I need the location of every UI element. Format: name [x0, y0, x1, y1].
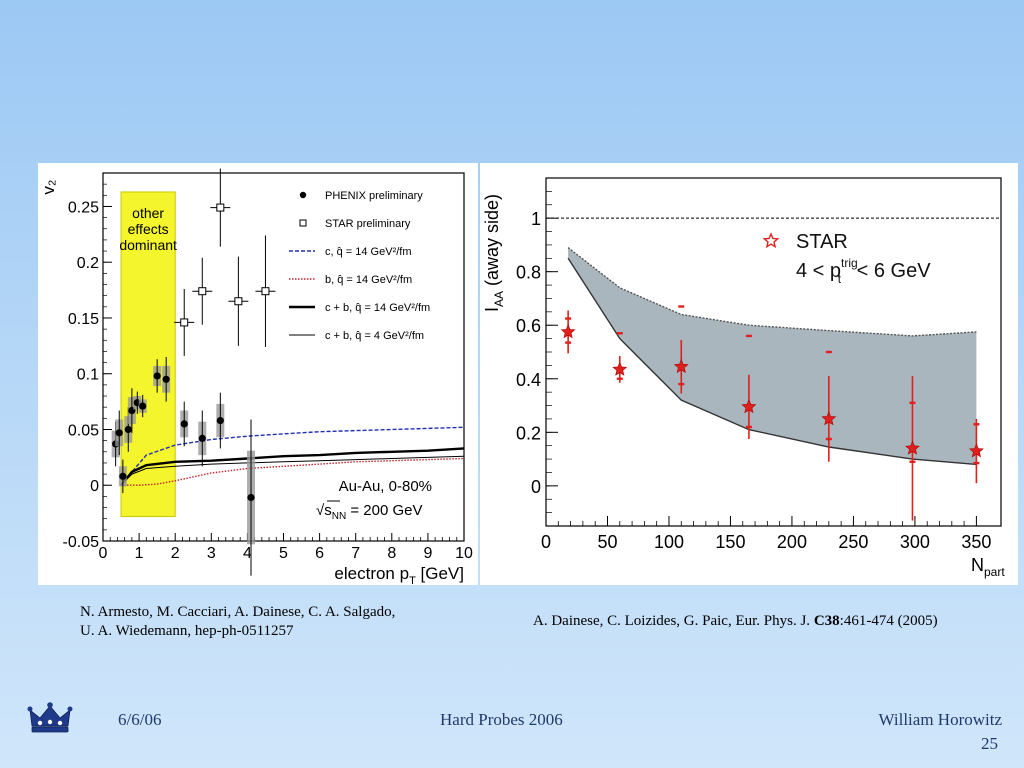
iaa-chart-panel: 0 50 100 150 200 250 300 350 0 0.2 0.4 0.6 0.8 1 IAA (… [480, 163, 1018, 585]
highlight-band-label: effects [128, 221, 169, 237]
y-axis-label: v₂ [39, 179, 58, 194]
theory-curve [121, 457, 465, 486]
star-data-point [673, 358, 689, 374]
phenix-preliminary-point [247, 493, 255, 502]
y-axis-label: IAA (away side) [482, 194, 506, 312]
iaa-chart: 0 50 100 150 200 250 300 350 0 0.2 0.4 0.6 0.8 1 IAA (… [482, 177, 1005, 579]
y-tick-label: 0.1 [77, 367, 99, 384]
x-tick-label: 4 [243, 545, 252, 562]
y-tick-label: 0.2 [516, 423, 541, 443]
crown-icon [27, 702, 73, 733]
star-preliminary-point [180, 318, 189, 327]
star-data-point [741, 399, 757, 414]
x-tick-label: 1 [135, 545, 144, 562]
x-tick-label: 6 [315, 545, 324, 562]
phenix-preliminary-point [162, 375, 170, 383]
x-axis-label: electron pT [GeV] [334, 564, 464, 585]
star-data-point [968, 443, 984, 458]
x-axis-label: Npart [971, 555, 1005, 579]
x-tick-label: 2 [171, 545, 180, 562]
star-data-point [905, 440, 920, 455]
y-tick-label: 0.6 [516, 316, 541, 336]
v2-chart-panel: other effects dominant 0 1 2 3 4 5 6 7 8 9 10 -0.05 0 0.… [38, 163, 478, 587]
left-citation-line1: N. Armesto, M. Cacciari, A. Dainese, C. … [80, 604, 396, 620]
y-tick-label: 0 [531, 477, 541, 497]
star-preliminary-point [234, 297, 243, 306]
y-tick-label: 0.2 [77, 255, 99, 272]
legend-label: STAR [796, 231, 848, 253]
y-tick-label: 0.15 [68, 311, 99, 328]
legend-entry: STAR preliminary [325, 218, 411, 230]
phenix-preliminary-point [198, 434, 206, 443]
x-tick-label: 50 [597, 532, 617, 552]
left-citation: N. Armesto, M. Cacciari, A. Dainese, C. … [80, 603, 395, 641]
star-preliminary-point [216, 203, 225, 212]
legend-entry: c + b, q̂ = 14 GeV²/fm [325, 302, 430, 314]
right-citation-volume: C38 [813, 613, 840, 629]
theory-curve [120, 447, 465, 486]
y-tick-label: 0 [90, 478, 99, 495]
x-tick-label: 0 [99, 545, 108, 562]
phenix-preliminary-point [180, 420, 188, 428]
legend-trigger-range: 4 < ptrig t < 6 GeV [796, 256, 931, 286]
phenix-preliminary-point [153, 372, 161, 380]
right-citation-suffix: :461-474 (2005) [839, 613, 938, 629]
star-preliminary-point [198, 287, 207, 296]
x-tick-label: 8 [387, 545, 396, 562]
legend-marker-circle [299, 191, 307, 199]
phenix-preliminary-point [124, 425, 132, 434]
y-tick-label: 1 [531, 209, 541, 229]
energy-annotation: √sNN = 200 GeV [316, 502, 423, 522]
y-tick-label: 0.4 [516, 370, 541, 390]
highlight-band-label: dominant [119, 237, 177, 253]
x-tick-label: 9 [423, 545, 432, 562]
x-tick-label: 0 [541, 532, 551, 552]
x-tick-label: 10 [455, 545, 473, 562]
legend-marker-square [299, 219, 307, 227]
theory-curve [120, 455, 465, 486]
legend-entry: c, q̂ = 14 GeV²/fm [325, 246, 412, 258]
star-data-point [560, 324, 576, 339]
theory-band [568, 247, 977, 465]
x-tick-label: 5 [279, 545, 288, 562]
y-tick-label: 0.05 [68, 422, 99, 439]
x-tick-label: 200 [777, 532, 807, 552]
legend-entry: PHENIX preliminary [325, 190, 423, 202]
x-tick-label: 300 [900, 532, 930, 552]
star-preliminary-point [261, 287, 270, 296]
left-citation-line2: U. A. Wiedemann, hep-ph-0511257 [80, 623, 294, 639]
system-annotation: Au-Au, 0-80% [339, 478, 432, 495]
phenix-preliminary-point [115, 429, 123, 437]
phenix-preliminary-point [119, 472, 127, 480]
x-tick-label: 350 [961, 532, 991, 552]
footer-page-number: 25 [981, 734, 998, 753]
right-citation-prefix: A. Dainese, C. Loizides, G. Paic, Eur. P… [533, 613, 814, 629]
x-tick-label: 7 [351, 545, 360, 562]
legend-star-marker [762, 232, 780, 249]
y-tick-label: -0.05 [63, 534, 100, 551]
right-citation: A. Dainese, C. Loizides, G. Paic, Eur. P… [533, 612, 938, 631]
footer-author: William Horowitz [878, 710, 1002, 729]
x-tick-label: 3 [207, 545, 216, 562]
footer-date: 6/6/06 [118, 710, 162, 729]
x-tick-label: 100 [654, 532, 684, 552]
legend-entry: b, q̂ = 14 GeV²/fm [325, 274, 412, 286]
highlight-band-label: other [132, 205, 164, 221]
y-tick-label: 0.8 [516, 263, 541, 283]
band-upper-edge [567, 247, 977, 337]
star-data-point [612, 361, 628, 376]
footer-conference: Hard Probes 2006 [440, 710, 563, 729]
star-data-point [821, 411, 837, 426]
legend-entry: c + b, q̂ = 4 GeV²/fm [325, 330, 424, 342]
y-tick-label: 0.25 [68, 199, 99, 216]
x-tick-label: 250 [838, 532, 868, 552]
x-tick-label: 150 [715, 532, 745, 552]
phenix-preliminary-point [139, 402, 147, 410]
phenix-preliminary-point [216, 416, 224, 425]
